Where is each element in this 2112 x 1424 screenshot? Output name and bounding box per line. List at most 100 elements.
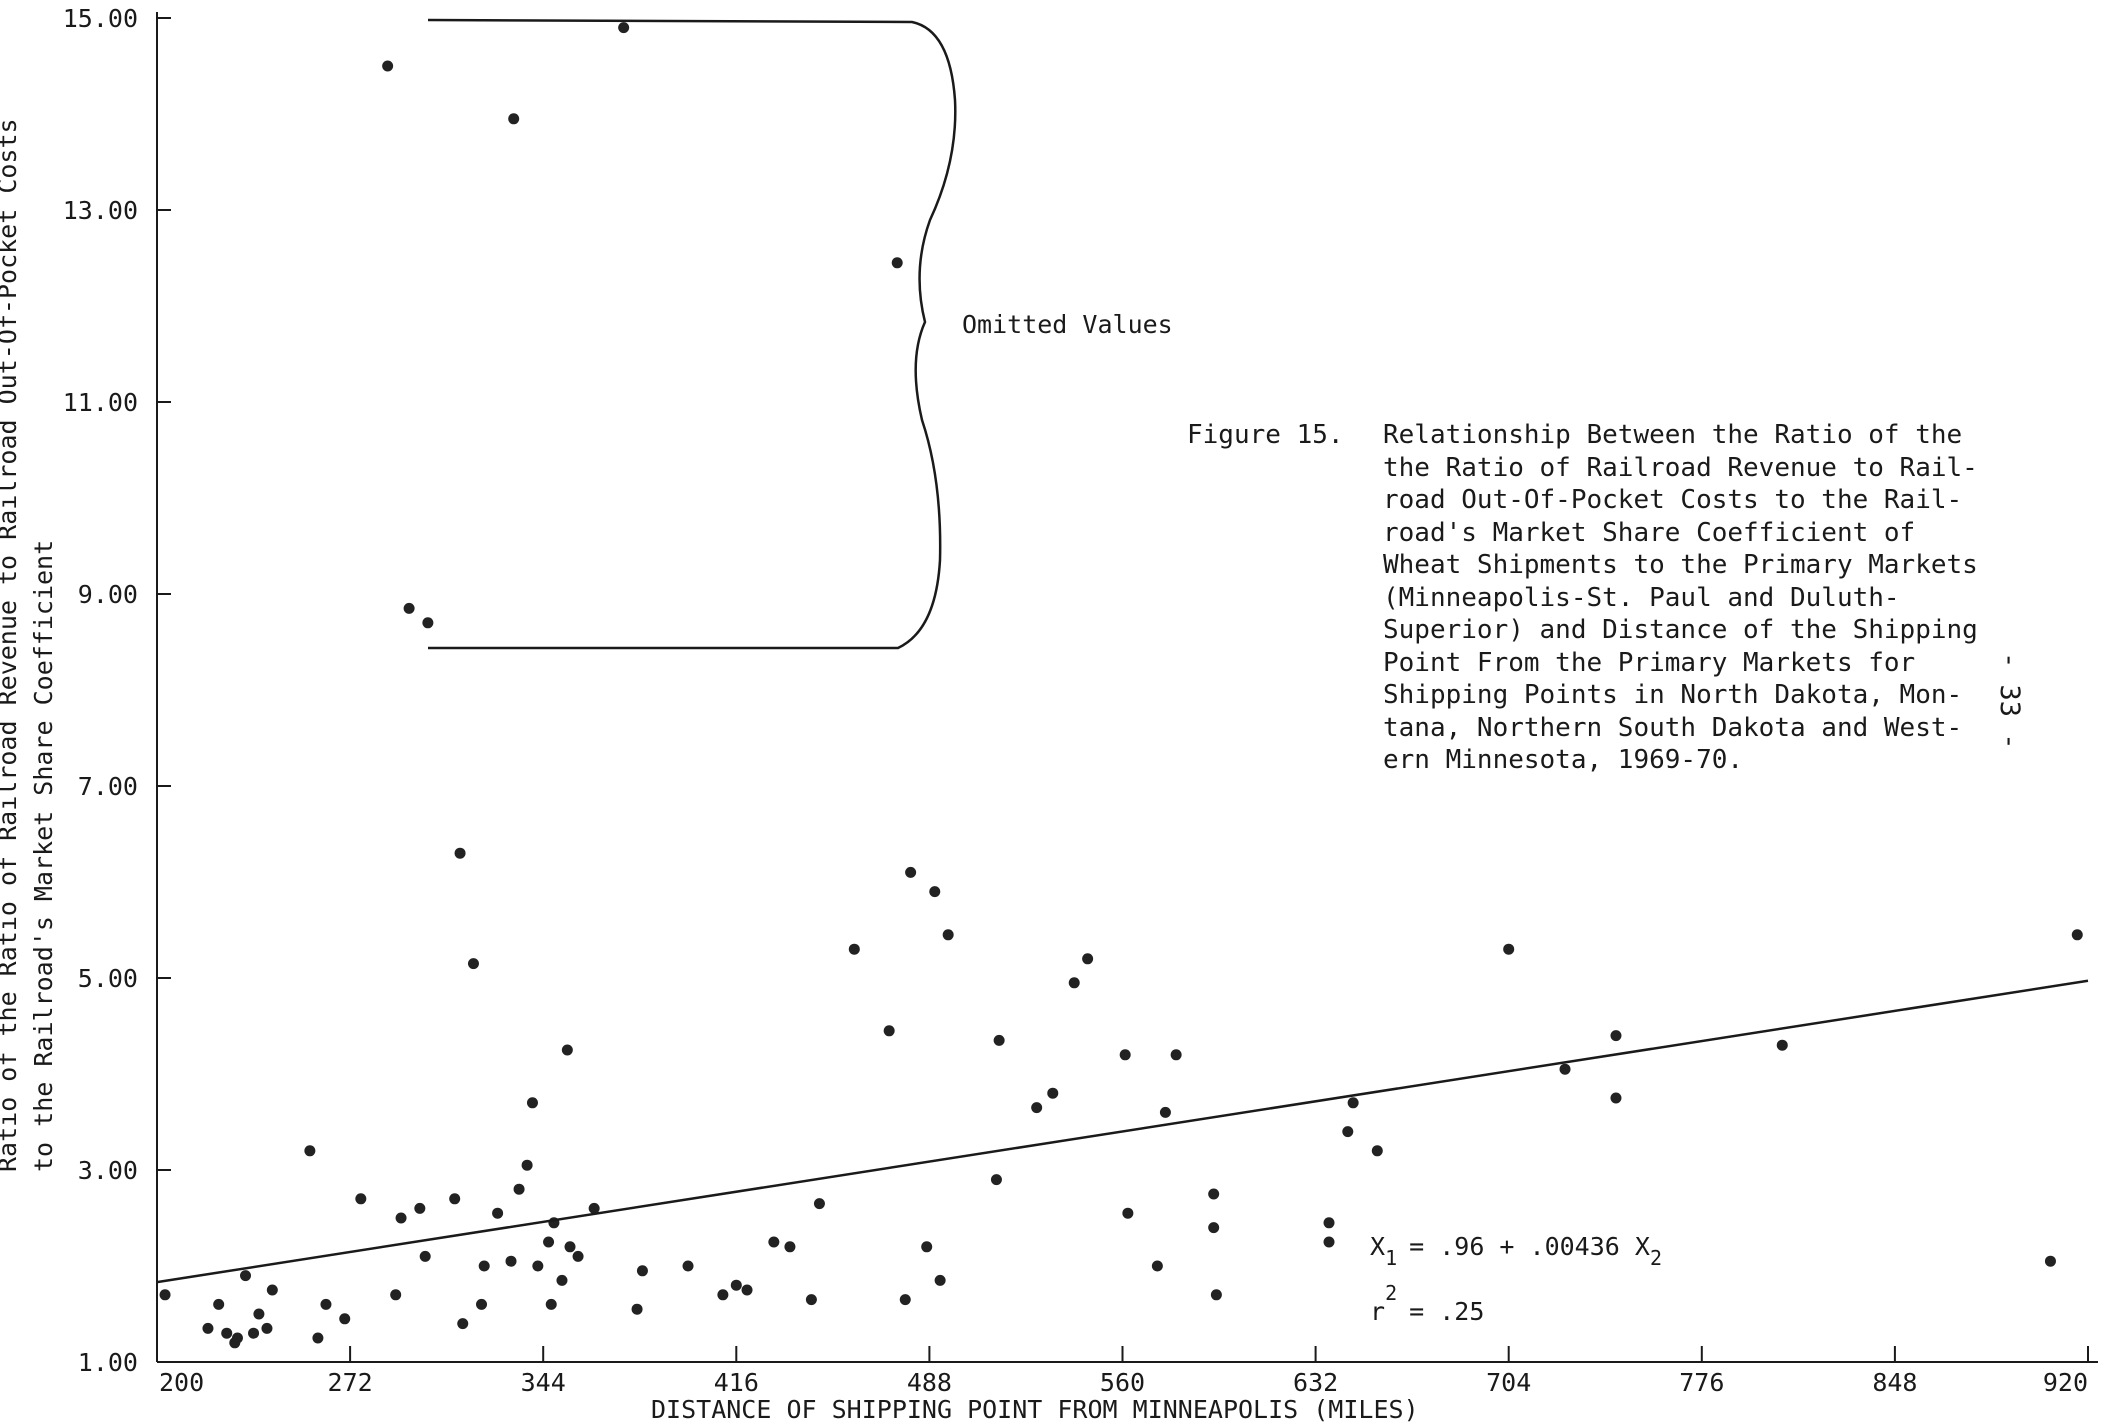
data-point xyxy=(159,1289,171,1301)
data-point xyxy=(564,1241,576,1253)
x-axis-title: DISTANCE OF SHIPPING POINT FROM MINNEAPO… xyxy=(651,1395,1419,1424)
data-point xyxy=(1159,1106,1171,1118)
x-tick-label: 632 xyxy=(1293,1368,1338,1397)
data-point xyxy=(202,1322,214,1334)
data-point xyxy=(240,1270,252,1282)
data-point xyxy=(1323,1217,1335,1229)
data-point xyxy=(221,1327,233,1339)
data-point xyxy=(561,1044,573,1056)
data-point xyxy=(1122,1207,1134,1219)
data-point xyxy=(1047,1087,1059,1099)
data-point xyxy=(1068,977,1080,989)
data-point xyxy=(1082,953,1094,965)
r-squared-symbol: r xyxy=(1370,1297,1385,1326)
data-point xyxy=(414,1202,426,1214)
y-tick-label: 7.00 xyxy=(78,772,138,801)
data-point xyxy=(1323,1236,1335,1248)
data-point xyxy=(467,958,479,970)
brace-path xyxy=(427,18,957,650)
y-axis-title-line1: Ratio of the Ratio of Railroad Revenue t… xyxy=(0,118,22,1172)
omitted-values-brace xyxy=(427,18,957,650)
data-point xyxy=(2044,1255,2056,1267)
x-tick-label: 704 xyxy=(1486,1368,1531,1397)
data-point xyxy=(631,1303,643,1315)
data-point xyxy=(805,1294,817,1306)
y-axis-title-line2: to the Railroad's Market Share Coefficie… xyxy=(29,540,58,1172)
data-point xyxy=(478,1260,490,1272)
data-point xyxy=(1208,1188,1220,1200)
regression-line xyxy=(156,979,2089,1284)
data-point xyxy=(253,1308,265,1320)
data-point xyxy=(403,602,415,614)
data-point xyxy=(312,1332,324,1344)
data-point xyxy=(508,113,520,125)
omitted-values-label: Omitted Values xyxy=(962,310,1173,339)
data-point xyxy=(1170,1049,1182,1061)
data-point xyxy=(990,1174,1002,1186)
x-tick-label: 920 xyxy=(2043,1368,2088,1397)
data-point xyxy=(454,847,466,859)
y-tick-label: 3.00 xyxy=(78,1156,138,1185)
data-point xyxy=(813,1198,825,1210)
data-point xyxy=(304,1145,316,1157)
data-point xyxy=(636,1265,648,1277)
data-points xyxy=(159,22,2083,1349)
data-point xyxy=(942,929,954,941)
data-point xyxy=(1031,1102,1043,1114)
data-point xyxy=(921,1241,933,1253)
y-tick-label: 5.00 xyxy=(78,964,138,993)
data-point xyxy=(266,1284,278,1296)
data-point xyxy=(505,1255,517,1267)
data-point xyxy=(457,1318,469,1330)
x-tick-label: 272 xyxy=(328,1368,373,1397)
data-point xyxy=(1342,1126,1354,1138)
data-point xyxy=(883,1025,895,1037)
y-tick-label: 11.00 xyxy=(63,388,138,417)
data-point xyxy=(934,1274,946,1286)
data-point xyxy=(784,1241,796,1253)
data-point xyxy=(449,1193,461,1205)
data-point xyxy=(1119,1049,1131,1061)
data-point xyxy=(682,1260,694,1272)
data-point xyxy=(993,1034,1005,1046)
data-point xyxy=(382,60,394,72)
y-tick-label: 1.00 xyxy=(78,1348,138,1377)
data-point xyxy=(543,1236,555,1248)
r-squared-exponent: 2 xyxy=(1385,1281,1397,1305)
data-point xyxy=(320,1298,332,1310)
x-tick-label: 416 xyxy=(714,1368,759,1397)
x-tick-label: 848 xyxy=(1872,1368,1917,1397)
data-point xyxy=(248,1327,260,1339)
data-point xyxy=(213,1298,225,1310)
axes xyxy=(156,12,2098,1363)
data-point xyxy=(390,1289,402,1301)
data-point xyxy=(532,1260,544,1272)
data-point xyxy=(730,1279,742,1291)
equation-lhs-subscript: 1 xyxy=(1385,1246,1397,1270)
data-point xyxy=(741,1284,753,1296)
x-tick-label: 344 xyxy=(521,1368,566,1397)
y-tick-label: 9.00 xyxy=(78,580,138,609)
data-point xyxy=(1210,1289,1222,1301)
x-tick-label: 776 xyxy=(1679,1368,1724,1397)
data-point xyxy=(355,1193,367,1205)
data-point xyxy=(899,1294,911,1306)
data-point xyxy=(768,1236,780,1248)
regression-line-group xyxy=(156,979,2089,1284)
data-point xyxy=(556,1274,568,1286)
y-tick-label: 13.00 xyxy=(63,196,138,225)
data-point xyxy=(261,1322,273,1334)
data-point xyxy=(905,866,917,878)
data-point xyxy=(1559,1063,1571,1075)
data-point xyxy=(891,257,903,269)
r-squared-value: = .25 xyxy=(1409,1297,1484,1326)
equation-lhs: X xyxy=(1370,1232,1385,1261)
data-point xyxy=(572,1250,584,1262)
data-point xyxy=(618,22,630,34)
data-point xyxy=(476,1298,488,1310)
data-point xyxy=(419,1250,431,1262)
data-point xyxy=(422,617,434,629)
tick-marks xyxy=(156,17,2089,1363)
